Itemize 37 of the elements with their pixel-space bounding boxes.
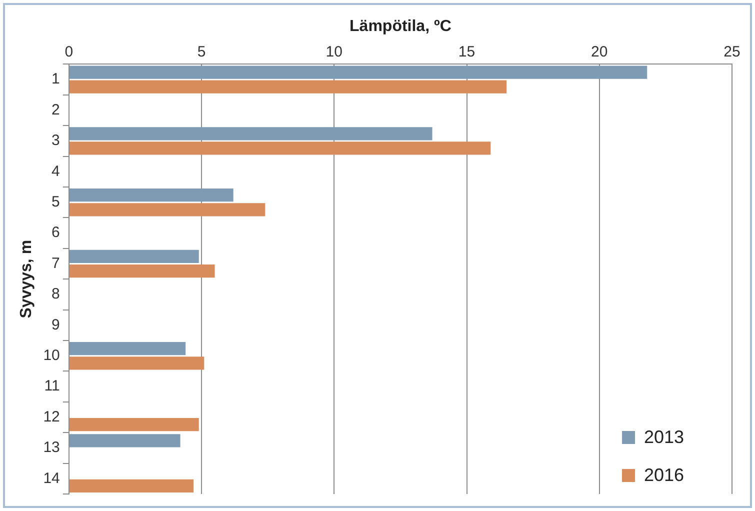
bar	[69, 142, 491, 155]
bar	[69, 479, 194, 493]
y-tick-label: 1	[52, 70, 60, 88]
x-tick-label: 15	[458, 43, 476, 60]
y-tick-label: 3	[52, 132, 60, 150]
y-tick-label: 12	[43, 408, 60, 426]
bar	[69, 80, 507, 94]
y-tick-label: 11	[44, 378, 60, 395]
legend-label: 2013	[644, 426, 684, 447]
bar	[69, 203, 266, 216]
bar	[69, 356, 204, 370]
bar	[69, 250, 199, 264]
bar	[69, 264, 215, 278]
bar	[69, 188, 234, 202]
y-axis-title: Syvyys, m	[18, 240, 36, 318]
y-tick-label: 5	[52, 193, 60, 210]
x-tick-label: 10	[326, 43, 342, 60]
bar	[69, 66, 648, 79]
legend-label: 2016	[644, 464, 684, 485]
bar	[69, 434, 180, 448]
bar	[69, 418, 199, 432]
bar	[69, 127, 432, 140]
y-tick-label: 4	[52, 162, 60, 180]
y-tick-label: 8	[52, 286, 60, 303]
bar	[69, 342, 186, 356]
y-tick-label: 7	[52, 254, 60, 272]
y-tick-label: 6	[52, 224, 60, 242]
x-tick-label: 25	[724, 43, 740, 60]
y-tick-label: 14	[43, 470, 60, 487]
y-tick-label: 10	[43, 346, 60, 364]
y-tick-label: 13	[43, 439, 60, 456]
x-tick-label: 5	[197, 43, 206, 60]
x-axis-title: Lämpötila, ºC	[350, 18, 452, 36]
y-tick-label: 2	[52, 101, 60, 118]
x-tick-label: 20	[591, 43, 608, 60]
x-tick-label: 0	[64, 43, 74, 60]
y-tick-label: 9	[52, 316, 60, 334]
